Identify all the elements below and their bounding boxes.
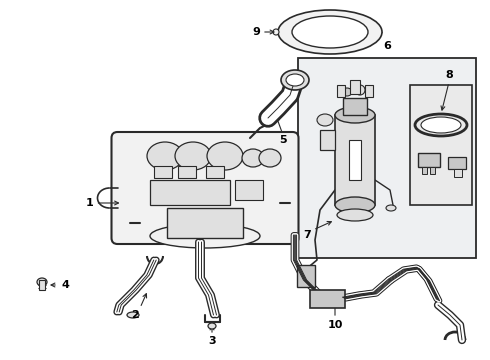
- Bar: [410, 85, 472, 205]
- Ellipse shape: [386, 205, 396, 211]
- Ellipse shape: [421, 117, 461, 133]
- Bar: [337, 85, 345, 97]
- Text: 9: 9: [252, 27, 260, 37]
- Ellipse shape: [278, 10, 382, 54]
- Bar: [297, 265, 315, 287]
- Bar: [418, 153, 440, 167]
- Text: 6: 6: [383, 41, 391, 51]
- Ellipse shape: [150, 224, 260, 248]
- Ellipse shape: [259, 149, 281, 167]
- Ellipse shape: [281, 70, 309, 90]
- Ellipse shape: [292, 16, 368, 48]
- Text: 2: 2: [131, 310, 139, 320]
- Bar: [178, 166, 196, 178]
- Bar: [154, 166, 172, 178]
- Text: 5: 5: [279, 135, 287, 145]
- Ellipse shape: [342, 88, 352, 96]
- Ellipse shape: [147, 142, 183, 170]
- Bar: [350, 80, 360, 94]
- Text: 10: 10: [327, 320, 343, 330]
- Bar: [430, 167, 435, 174]
- Ellipse shape: [286, 74, 304, 86]
- Ellipse shape: [355, 85, 365, 95]
- Bar: [320, 130, 335, 150]
- Text: 7: 7: [303, 230, 311, 240]
- Bar: [206, 166, 224, 178]
- Bar: [448, 157, 466, 169]
- Ellipse shape: [207, 142, 243, 170]
- Ellipse shape: [37, 278, 47, 286]
- Bar: [150, 180, 230, 205]
- Bar: [365, 85, 373, 97]
- Bar: [335, 115, 375, 205]
- Ellipse shape: [242, 149, 264, 167]
- Ellipse shape: [175, 142, 211, 170]
- Ellipse shape: [317, 114, 333, 126]
- Bar: [454, 169, 462, 177]
- Bar: [39, 280, 45, 290]
- Bar: [422, 167, 427, 174]
- Ellipse shape: [335, 107, 375, 123]
- Text: 8: 8: [445, 70, 453, 80]
- Ellipse shape: [335, 197, 375, 213]
- FancyBboxPatch shape: [112, 132, 298, 244]
- Text: 3: 3: [208, 336, 216, 346]
- Text: 1: 1: [86, 198, 94, 208]
- Ellipse shape: [208, 323, 216, 329]
- Ellipse shape: [273, 29, 279, 35]
- Ellipse shape: [337, 209, 373, 221]
- Bar: [167, 208, 243, 238]
- Bar: [298, 58, 476, 258]
- Bar: [310, 290, 345, 308]
- Bar: [349, 140, 361, 180]
- Bar: [235, 180, 263, 200]
- Text: 4: 4: [61, 280, 69, 290]
- Bar: [343, 98, 367, 115]
- Ellipse shape: [127, 312, 139, 318]
